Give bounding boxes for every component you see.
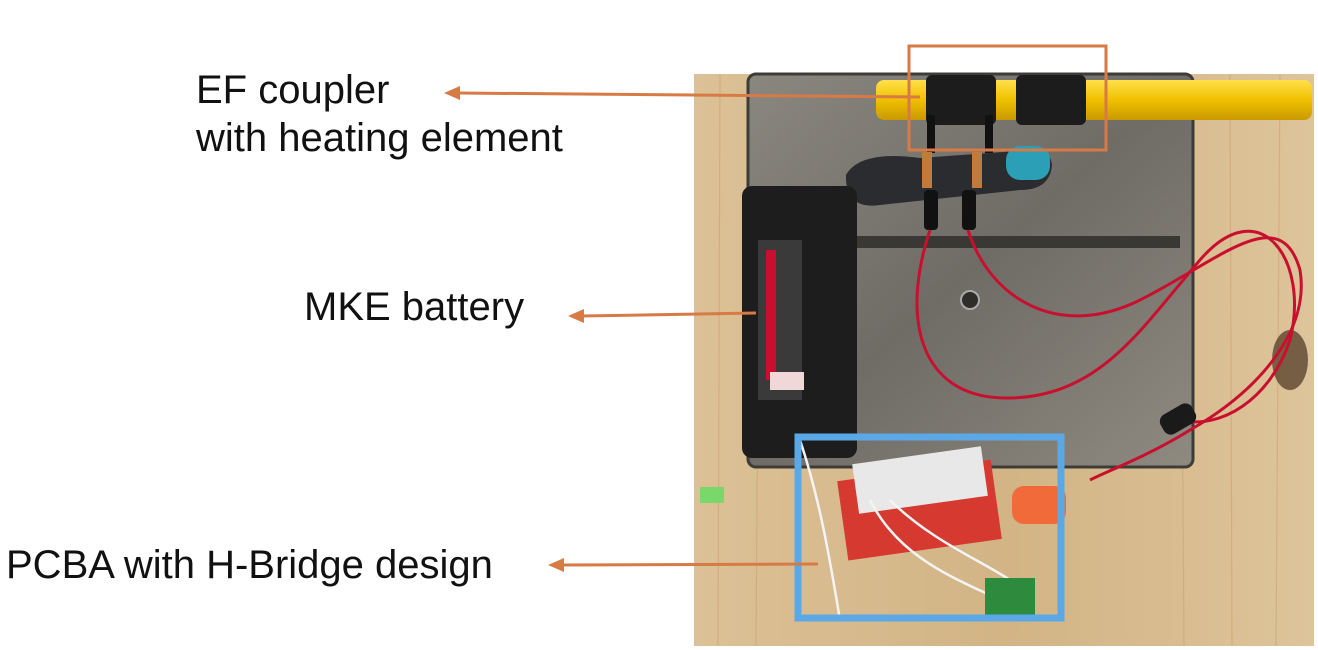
mke-battery-label: MKE battery (304, 285, 525, 329)
arrow-left-icon (548, 558, 819, 572)
clip-boots (924, 190, 976, 230)
red-wires (915, 229, 1303, 482)
alligator-clips (922, 152, 982, 188)
burn-mark (1272, 330, 1308, 390)
coupler-terminal-right (985, 115, 993, 153)
pcba-label: PCBA with H-Bridge design (6, 543, 493, 587)
ef-coupler-left (926, 75, 996, 125)
ef-coupler-right (1016, 75, 1086, 125)
green-tape (700, 487, 724, 503)
arrow-left-icon (568, 309, 757, 323)
arrow-left-icon (444, 86, 921, 100)
pcba-highlight-box (794, 433, 1065, 622)
coupler-terminal-left (927, 115, 935, 153)
green-sensor-board (985, 578, 1035, 618)
battery-red-stripe (766, 250, 776, 380)
plate-bolt (960, 290, 980, 310)
heatsink (852, 446, 988, 514)
ef-coupler-label-line2: with heating element (196, 116, 563, 160)
battery-warning-tag (770, 372, 804, 390)
ef-coupler-label-line1: EF coupler (196, 68, 390, 112)
clamp-grip-blue (1006, 146, 1050, 180)
orange-mesh (1012, 486, 1066, 524)
ef-coupler-label: EF coupler with heating element (196, 66, 563, 162)
ferrite-bead (1159, 403, 1197, 435)
clamp-handle (845, 149, 1052, 206)
plate-slot (820, 236, 1180, 248)
pcba-harness (798, 439, 1011, 621)
